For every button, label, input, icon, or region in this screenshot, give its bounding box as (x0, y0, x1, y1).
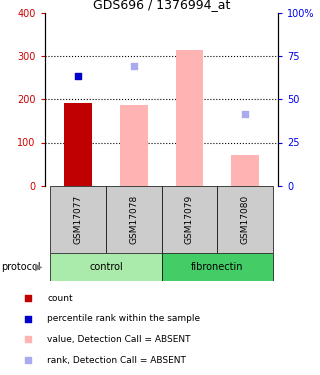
Bar (175, 50, 203, 186)
Text: count: count (47, 294, 73, 303)
Text: value, Detection Call = ABSENT: value, Detection Call = ABSENT (47, 335, 191, 344)
Bar (162, 253, 273, 281)
Text: protocol: protocol (2, 262, 41, 272)
Text: percentile rank within the sample: percentile rank within the sample (47, 314, 200, 323)
Point (243, 111, 248, 117)
Bar (162, 186, 217, 253)
Text: rank, Detection Call = ABSENT: rank, Detection Call = ABSENT (47, 356, 186, 364)
Bar (120, 105, 148, 186)
Point (76, 73, 81, 79)
Text: GSM17077: GSM17077 (74, 195, 83, 244)
Bar (50, 253, 162, 281)
Text: ▶: ▶ (35, 262, 42, 272)
Point (131, 63, 136, 69)
Text: GSM17078: GSM17078 (129, 195, 138, 244)
Text: fibronectin: fibronectin (191, 262, 244, 272)
Bar (64, 103, 92, 186)
Bar (106, 186, 162, 253)
Text: GSM17079: GSM17079 (185, 195, 194, 244)
Bar (50, 186, 106, 253)
Title: GDS696 / 1376994_at: GDS696 / 1376994_at (93, 0, 230, 10)
Bar (217, 186, 273, 253)
Text: GSM17080: GSM17080 (241, 195, 250, 244)
Bar (231, 155, 259, 186)
Text: control: control (89, 262, 123, 272)
